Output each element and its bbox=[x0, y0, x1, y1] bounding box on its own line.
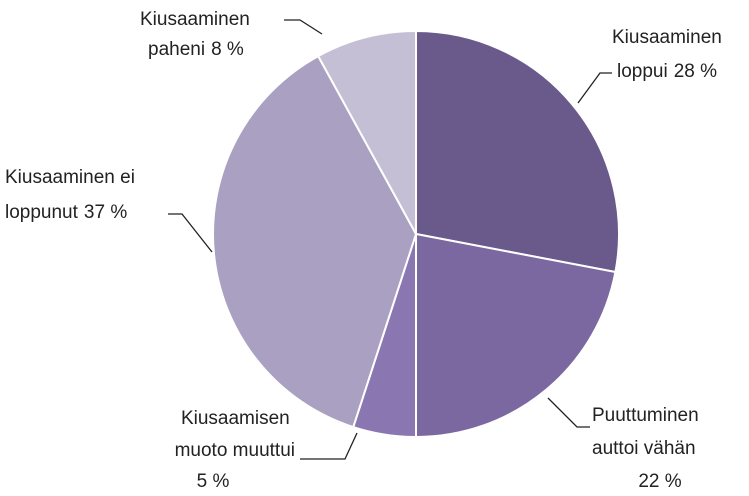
leader-line bbox=[577, 72, 612, 104]
label-line: Kiusaaminen bbox=[140, 9, 255, 30]
leader-line bbox=[300, 432, 358, 460]
label-line: paheni bbox=[148, 39, 205, 60]
label-line: loppui bbox=[617, 61, 668, 82]
label-line: Kiusaaminen ei bbox=[5, 167, 140, 188]
pie-slice bbox=[415, 29, 620, 274]
label-line: Puuttuminen bbox=[592, 405, 704, 426]
pie-slice bbox=[316, 29, 417, 235]
slice-label: Kiusaaminen ei loppunut bbox=[5, 167, 140, 223]
value-label: 5 % bbox=[197, 471, 230, 492]
pie-slice bbox=[415, 232, 617, 439]
label-line: auttoi vähän bbox=[592, 438, 696, 459]
leader-line bbox=[168, 213, 213, 253]
label-line: loppunut bbox=[5, 202, 79, 223]
value-label: 8 % bbox=[211, 39, 244, 60]
pie-slice bbox=[212, 54, 418, 429]
leader-line bbox=[547, 397, 590, 428]
value-label: 22 % bbox=[638, 471, 681, 492]
slice-label: Kiusaaminen paheni bbox=[140, 9, 255, 60]
leader-lines bbox=[168, 19, 612, 460]
value-label: 28 % bbox=[674, 61, 717, 82]
slice-label: Kiusaaminen loppui bbox=[612, 27, 727, 82]
slice-label: Puuttuminen auttoi vähän bbox=[592, 405, 704, 459]
label-line: Kiusaamisen bbox=[181, 408, 295, 429]
leader-line bbox=[284, 19, 323, 35]
label-line: Kiusaaminen bbox=[612, 27, 727, 48]
value-label: 37 % bbox=[84, 202, 127, 223]
label-line: muoto muuttui bbox=[175, 440, 295, 461]
slice-label: Kiusaamisen muoto muuttui bbox=[175, 408, 295, 461]
